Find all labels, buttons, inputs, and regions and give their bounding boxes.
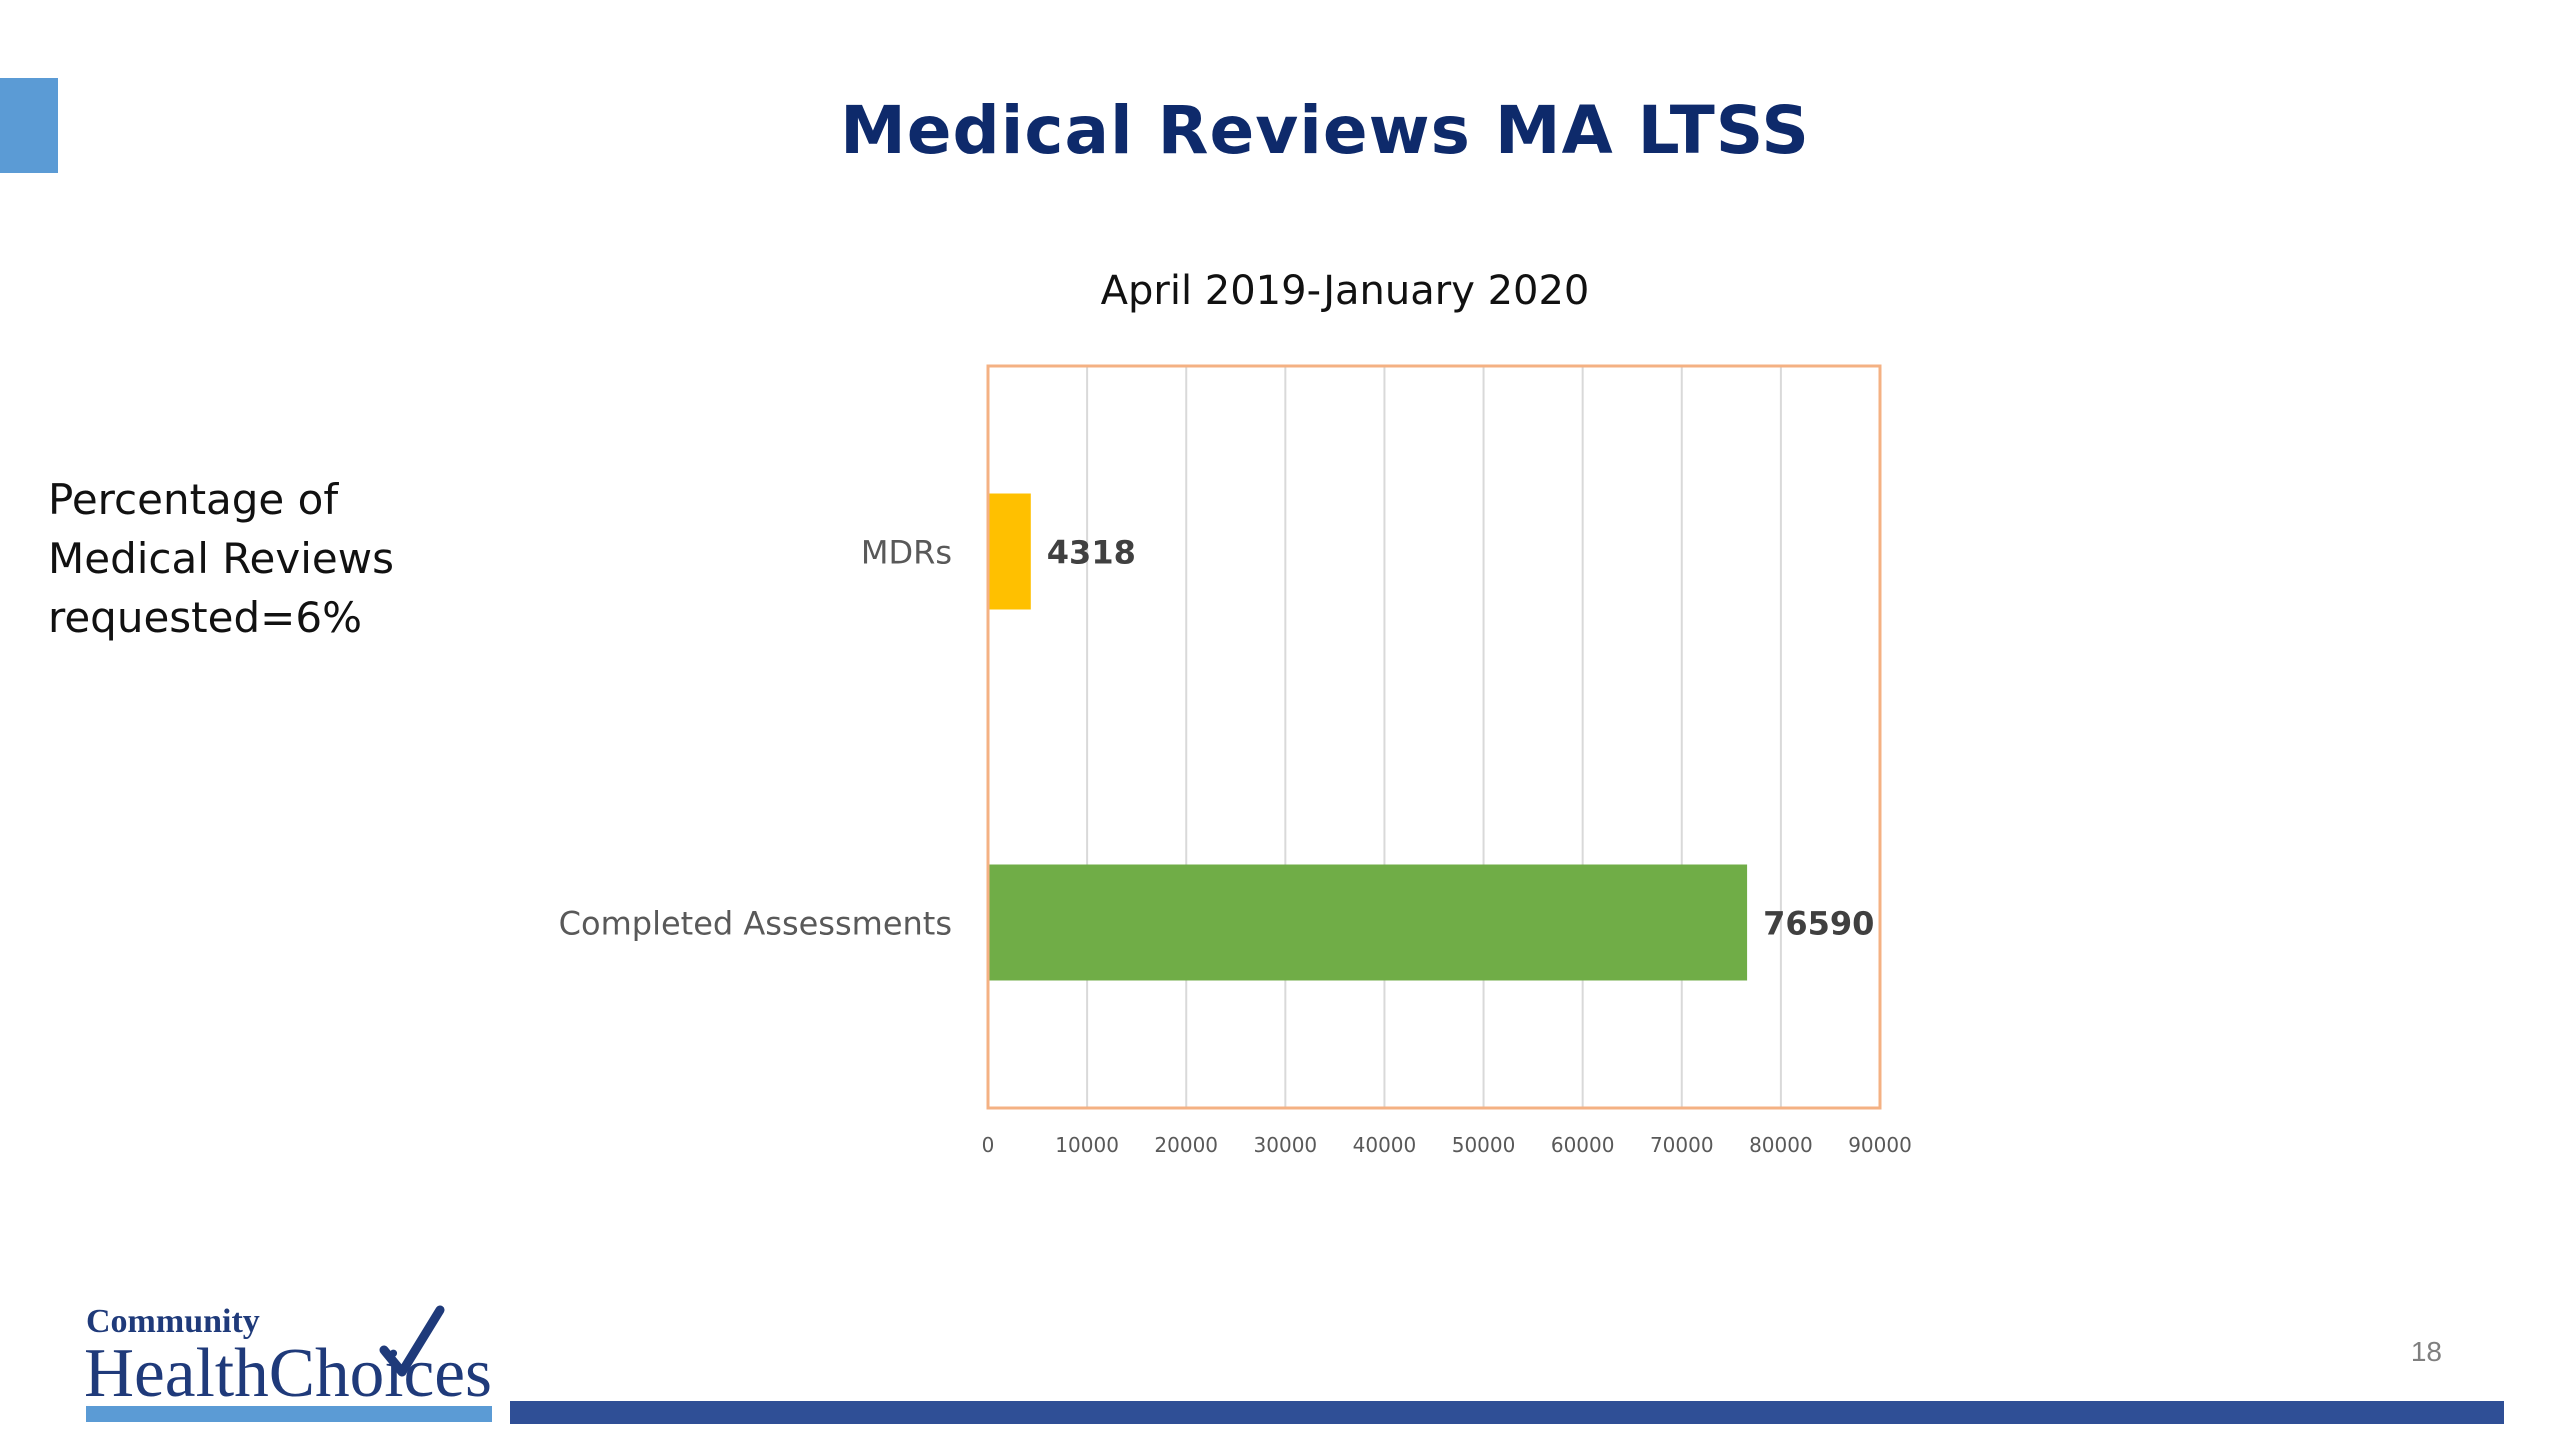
x-tick-label: 30000	[1254, 1133, 1318, 1157]
labels: 0 10000 20000 30000 40000 50000 60000 70000 8000…	[559, 534, 1912, 1158]
side-note-line: Medical Reviews	[48, 534, 394, 583]
x-tick-label: 70000	[1650, 1133, 1714, 1157]
checkmark-icon	[379, 1305, 445, 1377]
slide-title: Medical Reviews MA LTSS	[840, 92, 1810, 169]
bar-completed-assessments	[988, 864, 1748, 981]
bars	[988, 493, 1748, 981]
side-note-line: requested=6%	[48, 593, 362, 642]
x-tick-label: 60000	[1551, 1133, 1615, 1157]
x-tick-label: 50000	[1452, 1133, 1516, 1157]
category-label: Completed Assessments	[559, 905, 952, 943]
page-number: 18	[2410, 1336, 2442, 1367]
category-label: MDRs	[861, 534, 952, 572]
plot-area-border	[986, 364, 1882, 1110]
footer-bar	[510, 1401, 2504, 1424]
gridlines	[1086, 366, 1782, 1108]
data-label: 4318	[1047, 534, 1136, 572]
x-tick-label: 20000	[1154, 1133, 1218, 1157]
chart-title: April 2019-January 2020	[1101, 268, 1590, 314]
logo-line-community: Community	[86, 1303, 260, 1340]
logo-underline	[86, 1406, 492, 1422]
side-note-line: Percentage of	[48, 475, 339, 524]
x-tick-label: 90000	[1848, 1133, 1912, 1157]
x-tick-label: 10000	[1055, 1133, 1119, 1157]
corner-accent-block	[0, 78, 58, 173]
logo-line-healthchoices: HealthChoices	[84, 1335, 492, 1412]
bar-mdrs	[988, 493, 1031, 610]
side-note: Percentage of Medical Reviews requested=…	[48, 470, 488, 647]
x-tick-label: 80000	[1749, 1133, 1813, 1157]
data-label: 76590	[1763, 905, 1874, 943]
x-tick-label: 40000	[1353, 1133, 1417, 1157]
x-tick-label: 0	[982, 1133, 995, 1157]
community-healthchoices-logo: Community HealthChoices	[84, 1303, 492, 1422]
